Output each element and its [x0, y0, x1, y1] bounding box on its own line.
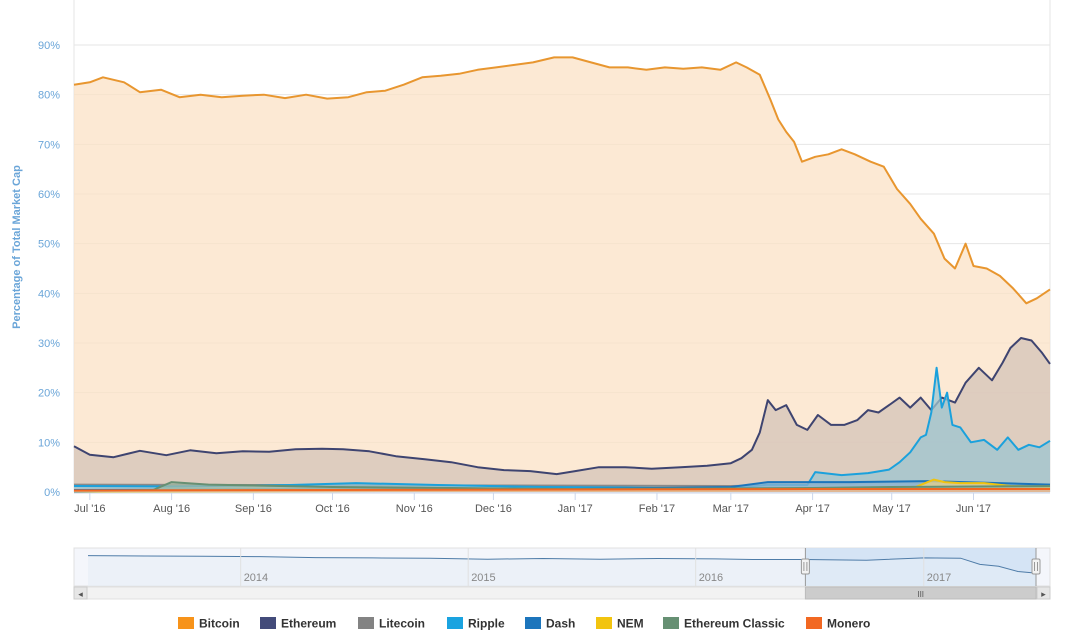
legend-label: Ripple: [468, 617, 505, 631]
x-tick-label: Nov '16: [396, 503, 433, 515]
scroll-left-button[interactable]: [73, 586, 88, 600]
x-tick-label: Sep '16: [235, 503, 272, 515]
y-tick-label: 60%: [38, 189, 60, 201]
x-tick-label: Oct '16: [315, 503, 350, 515]
legend-item-ethereum-classic[interactable]: Ethereum Classic: [663, 617, 785, 631]
y-tick-label: 20%: [38, 388, 60, 400]
ripple-area: [74, 367, 1050, 492]
legend-swatch: [806, 617, 822, 629]
ethereum-area: [74, 338, 1050, 492]
scroll-right-arrow-icon: ▸: [1041, 590, 1046, 600]
navigator-left-handle[interactable]: [800, 548, 810, 586]
y-axis-ticks: 0% 10% 20% 30% 40% 50% 60% 70% 80% 90%: [38, 40, 60, 499]
navigator-scrollbar[interactable]: III ◂ ▸: [73, 586, 1051, 600]
y-tick-label: 80%: [38, 90, 60, 102]
legend-label: Bitcoin: [199, 617, 240, 631]
ethereum-line: [73, 337, 1051, 476]
legend-swatch: [358, 617, 374, 629]
y-tick-label: 10%: [38, 437, 60, 449]
legend-item-ripple[interactable]: Ripple: [447, 617, 505, 631]
bitcoin-area: [74, 57, 1050, 493]
navigator-year-label: 2015: [471, 572, 495, 584]
legend-swatch: [596, 617, 612, 629]
handle-grip[interactable]: [1031, 558, 1041, 575]
legend-label: Ethereum: [281, 617, 336, 631]
navigator-area: [88, 555, 1036, 586]
y-tick-label: 30%: [38, 338, 60, 350]
legend-item-ethereum[interactable]: Ethereum: [260, 617, 336, 631]
y-tick-label: 50%: [38, 239, 60, 251]
navigator-year-label: 2017: [927, 572, 951, 584]
scroll-right-button[interactable]: [1036, 586, 1051, 600]
handle-grip[interactable]: [800, 558, 810, 575]
x-tick-label: Jul '16: [74, 503, 105, 515]
y-tick-label: 70%: [38, 139, 60, 151]
scrollbar-grip: III: [917, 590, 924, 599]
y-tick-label: 0%: [44, 487, 60, 499]
monero-line: [73, 488, 1050, 492]
legend-label: Dash: [546, 617, 575, 631]
navigator-line: [87, 555, 1037, 574]
y-axis-label: Percentage of Total Market Cap: [11, 165, 23, 329]
legend-label: Ethereum Classic: [684, 617, 785, 631]
navigator-right-handle[interactable]: [1031, 548, 1041, 586]
x-tick-label: Jun '17: [956, 503, 991, 515]
ethereum-classic-line: [73, 481, 1051, 493]
x-tick-label: Feb '17: [639, 503, 675, 515]
y-tick-label: 40%: [38, 288, 60, 300]
navigator-year-label: 2016: [699, 572, 723, 584]
x-tick-label: Apr '17: [795, 503, 830, 515]
legend-item-dash[interactable]: Dash: [525, 617, 575, 631]
legend-swatch: [447, 617, 463, 629]
x-axis-ticks: Jul '16 Aug '16 Sep '16 Oct '16 Nov '16 Dec '…: [74, 492, 1050, 515]
legend-label: Monero: [827, 617, 870, 631]
legend-item-monero[interactable]: Monero: [806, 617, 870, 631]
x-tick-label: Jan '17: [558, 503, 593, 515]
legend-item-litecoin[interactable]: Litecoin: [358, 617, 425, 631]
bitcoin-line: [73, 56, 1051, 305]
series-areas: [73, 56, 1051, 493]
x-tick-label: Aug '16: [153, 503, 190, 515]
legend: Bitcoin Ethereum Litecoin Ripple Dash NEM Ethe…: [178, 617, 870, 631]
navigator-year-label: 2014: [244, 572, 268, 584]
x-tick-label: Dec '16: [475, 503, 512, 515]
x-tick-label: May '17: [873, 503, 911, 515]
legend-item-bitcoin[interactable]: Bitcoin: [178, 617, 240, 631]
legend-swatch: [178, 617, 194, 629]
ripple-line: [73, 366, 1051, 490]
legend-swatch: [260, 617, 276, 629]
legend-swatch: [663, 617, 679, 629]
legend-swatch: [525, 617, 541, 629]
legend-label: NEM: [617, 617, 644, 631]
scroll-left-arrow-icon: ◂: [78, 590, 83, 600]
scrollbar-thumb[interactable]: [804, 586, 1037, 600]
legend-label: Litecoin: [379, 617, 425, 631]
y-tick-label: 90%: [38, 40, 60, 52]
x-tick-label: Mar '17: [713, 503, 749, 515]
legend-item-nem[interactable]: NEM: [596, 617, 644, 631]
